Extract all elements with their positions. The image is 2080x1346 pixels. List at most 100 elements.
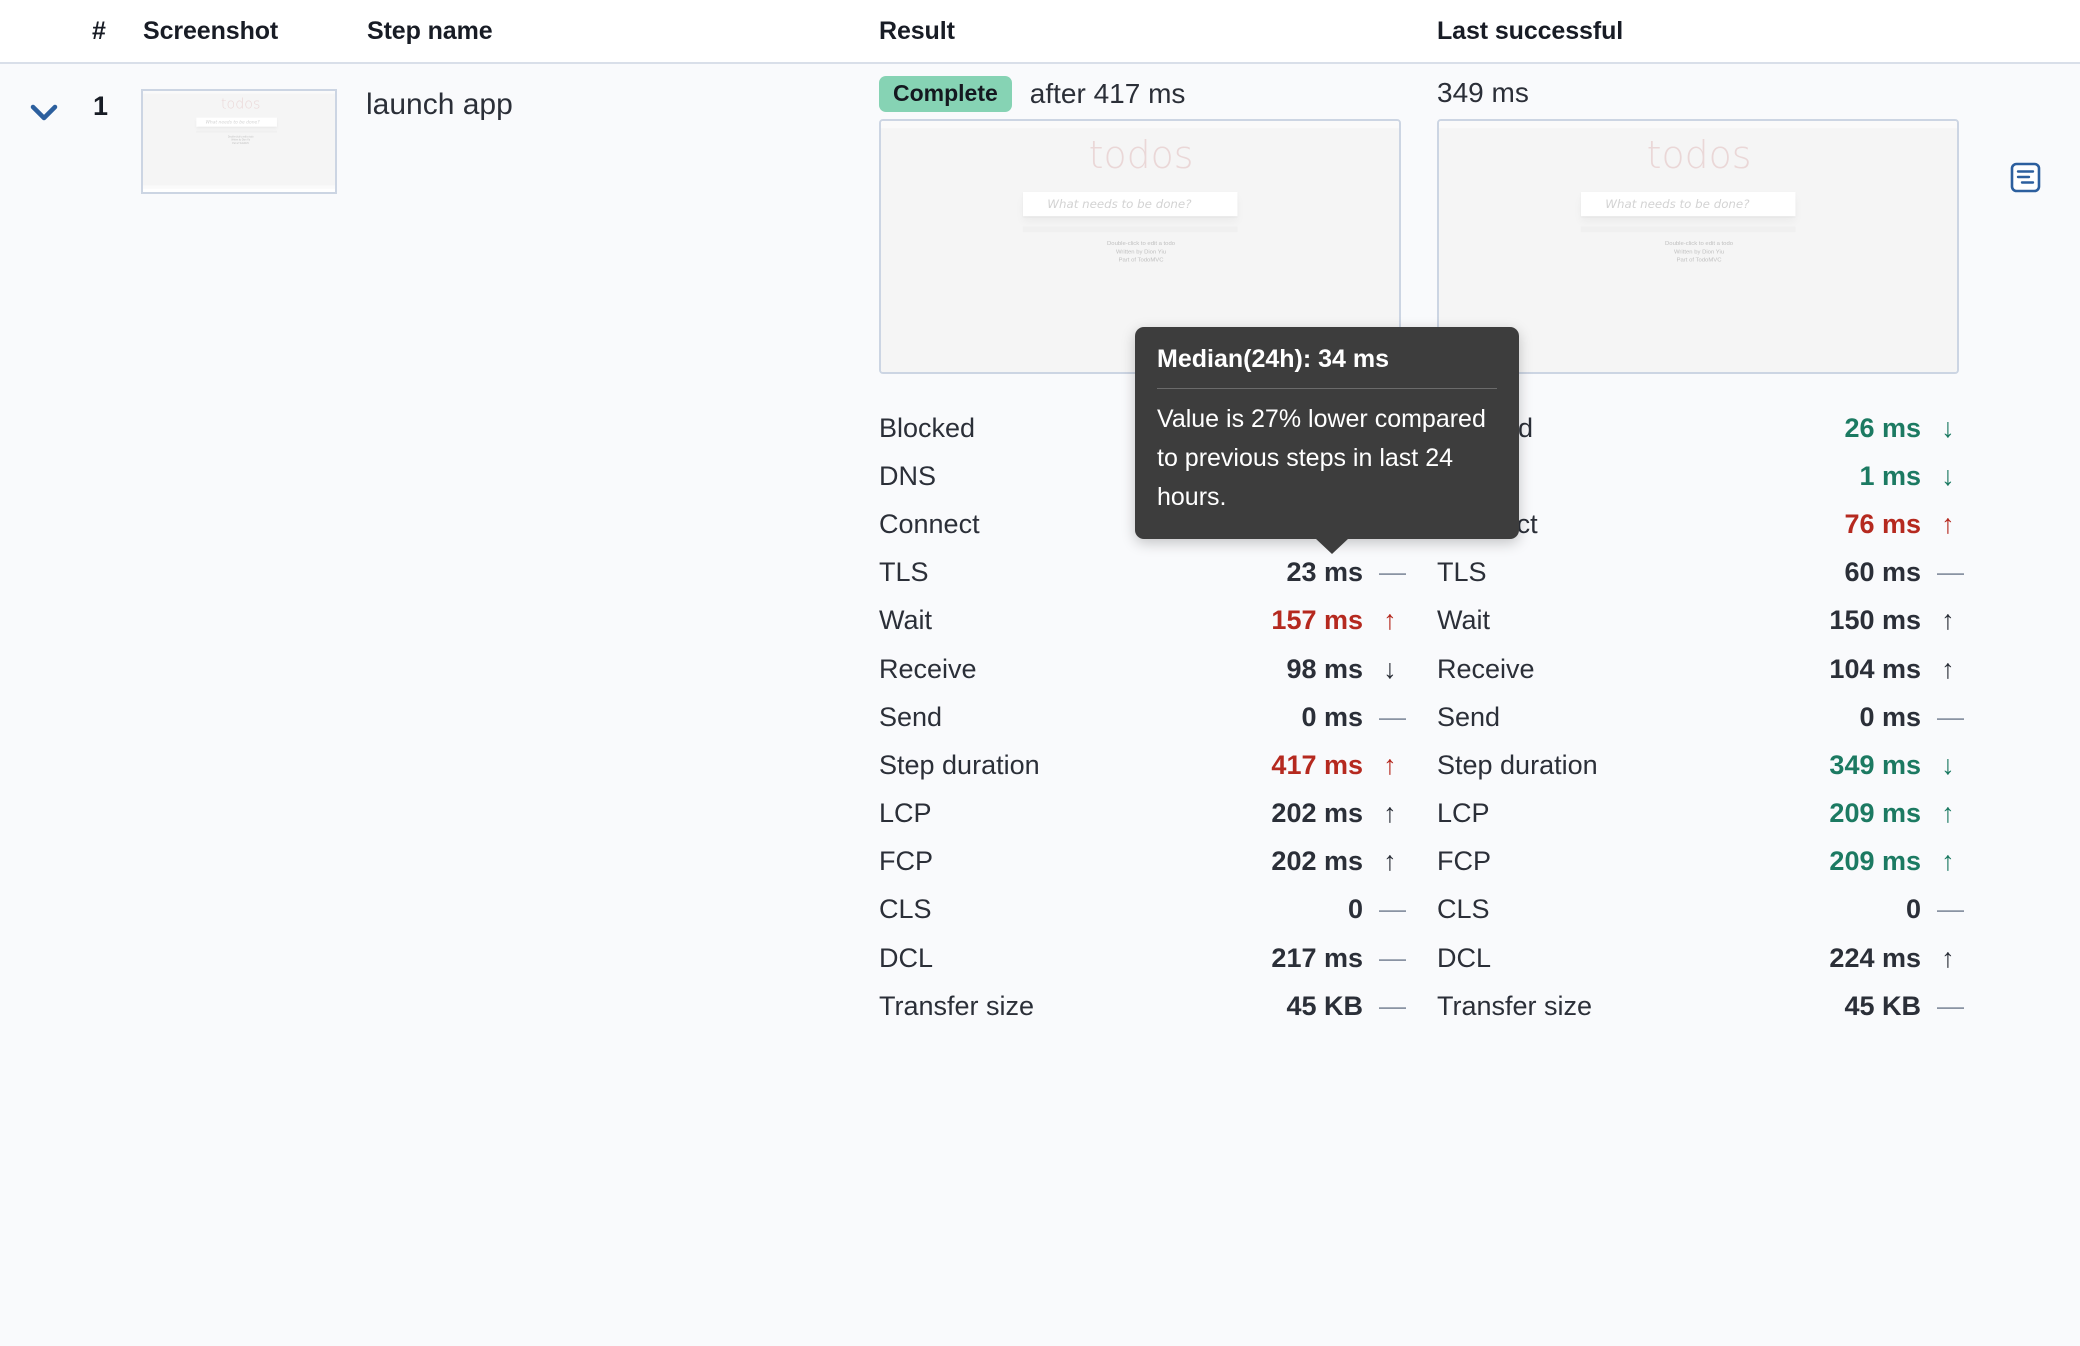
metric-row: Transfer size 45 KB — [879, 982, 1406, 1030]
metric-row: Receive 98 ms ↓ [879, 645, 1401, 693]
metric-value-group: 209 ms ↑ [1829, 798, 1959, 829]
trend-up-icon: ↑ [1383, 749, 1397, 780]
metric-value: 0 [1347, 894, 1363, 925]
step-log-icon[interactable] [2009, 161, 2042, 194]
metric-value: 202 ms [1271, 846, 1363, 877]
tooltip-title: Median(24h): 34 ms [1157, 345, 1497, 389]
metric-value-group: 1 ms ↓ [1859, 461, 1959, 492]
metric-value: 349 ms [1829, 749, 1921, 780]
metric-value: 1 ms [1859, 460, 1921, 491]
trend-up-icon: ↑ [1941, 653, 1955, 684]
metric-value-group: 224 ms ↑ [1829, 943, 1959, 974]
metric-value: 224 ms [1829, 942, 1921, 973]
metric-row: LCP 202 ms ↑ [879, 790, 1401, 838]
panel-todos-title: todos [1088, 132, 1194, 177]
trend-flat-icon: — [1379, 894, 1406, 925]
metric-label: LCP [879, 798, 932, 829]
metric-value-group: 26 ms ↓ [1844, 413, 1959, 444]
metric-label: Send [1437, 701, 1501, 732]
metric-value: 202 ms [1271, 798, 1363, 829]
column-header-step-name: Step name [367, 17, 493, 45]
last-successful-screenshot-panel[interactable]: todos What needs to be done? Double-clic… [1437, 119, 1959, 374]
metric-value: 26 ms [1844, 412, 1921, 443]
trend-flat-icon: — [1379, 990, 1406, 1021]
panel-todo-input: What needs to be done? [1022, 191, 1238, 217]
metric-value: 0 [1905, 894, 1921, 925]
panel-todo-placeholder: What needs to be done? [1605, 197, 1750, 212]
trend-up-icon: ↑ [1941, 798, 1955, 829]
step-name: launch app [366, 88, 513, 121]
metric-value-group: 202 ms ↑ [1271, 846, 1401, 877]
tooltip-arrow [1315, 538, 1349, 554]
trend-flat-icon: — [1937, 990, 1964, 1021]
panel-footer-line: Written by Dion Yiu [1673, 248, 1725, 255]
metric-row: CLS 0— [1437, 886, 1964, 934]
metric-row: LCP 209 ms ↑ [1437, 790, 1959, 838]
trend-up-icon: ↑ [1941, 605, 1955, 636]
metric-row: DCL 217 ms — [879, 934, 1406, 982]
trend-down-icon: ↓ [1941, 460, 1955, 491]
metric-value: 417 ms [1271, 749, 1363, 780]
last-successful-duration: 349 ms [1437, 77, 1529, 108]
metric-label: TLS [1437, 557, 1487, 588]
column-header-screenshot: Screenshot [143, 17, 279, 45]
panel-shade [1580, 226, 1796, 233]
metric-label: CLS [1437, 894, 1490, 925]
metric-value-group: 202 ms ↑ [1271, 798, 1401, 829]
metric-value: 76 ms [1844, 508, 1921, 539]
metric-value-group: 104 ms ↑ [1829, 654, 1959, 685]
panel-footer-line: Double-click to edit a todo [1107, 239, 1176, 247]
metric-value: 209 ms [1829, 846, 1921, 877]
metric-label: FCP [1437, 846, 1491, 877]
trend-down-icon: ↓ [1941, 749, 1955, 780]
metric-label: CLS [879, 894, 932, 925]
trend-up-icon: ↑ [1383, 846, 1397, 877]
metric-label: DCL [1437, 942, 1492, 973]
metric-value-group: 45 KB — [1844, 990, 1964, 1022]
panel-todo-placeholder: What needs to be done? [1047, 197, 1192, 212]
thumb-footer-line: Double-click to edit a todo [227, 135, 254, 139]
metric-value-group: 349 ms ↓ [1829, 750, 1959, 781]
metric-value: 0 ms [1301, 701, 1363, 732]
metric-value-group: 0 ms — [1301, 701, 1406, 733]
metric-value-group: 23 ms — [1286, 557, 1406, 588]
metric-value-group: 60 ms — [1844, 557, 1964, 588]
panel-footer-line: Part of TodoMVC [1118, 256, 1164, 264]
metric-value-group: 98 ms ↓ [1286, 654, 1401, 685]
trend-down-icon: ↓ [1941, 412, 1955, 443]
trend-up-icon: ↑ [1941, 508, 1955, 539]
median-tooltip: Median(24h): 34 ms Value is 27% lower co… [1135, 327, 1519, 554]
metric-label: Step duration [879, 749, 1040, 780]
metric-value-group: 209 ms ↑ [1829, 846, 1959, 877]
metric-label: Wait [1437, 605, 1490, 636]
table-header-row: # Screenshot Step name Result Last succe… [0, 0, 2080, 64]
metric-value-group: 217 ms — [1271, 943, 1406, 974]
metric-value: 209 ms [1829, 798, 1921, 829]
trend-flat-icon: — [1937, 557, 1964, 588]
trend-flat-icon: — [1937, 894, 1964, 925]
thumb-shade [196, 130, 277, 133]
metric-label: Receive [1437, 653, 1535, 684]
trend-up-icon: ↑ [1941, 846, 1955, 877]
thumb-todos-title: todos [220, 95, 261, 113]
metric-row: Transfer size 45 KB — [1437, 982, 1964, 1030]
chevron-down-icon[interactable] [20, 88, 68, 136]
panel-todo-input: What needs to be done? [1580, 191, 1796, 217]
screenshot-thumbnail[interactable]: todos What needs to be done? Double-clic… [141, 89, 337, 194]
panel-todos-title: todos [1646, 132, 1752, 177]
column-header-result: Result [879, 17, 955, 45]
column-header-last-successful: Last successful [1437, 17, 1624, 45]
metric-label: LCP [1437, 798, 1490, 829]
metric-value-group: 0— [1905, 894, 1964, 925]
metric-label: DCL [879, 942, 934, 973]
metric-value: 0 ms [1859, 701, 1921, 732]
status-badge: Complete [879, 76, 1012, 112]
metric-row: Wait 150 ms ↑ [1437, 597, 1959, 645]
metric-value-group: 0 ms — [1859, 701, 1964, 733]
metric-row: Step duration 349 ms ↓ [1437, 741, 1959, 789]
metric-value: 157 ms [1271, 605, 1363, 636]
metric-row: Receive 104 ms ↑ [1437, 645, 1959, 693]
panel-shade [1022, 226, 1238, 233]
last-successful-metric-list: Blocked26 ms↓DNS1 ms↓Connect76 ms↑TLS60 … [1437, 404, 1964, 1030]
metric-label: TLS [879, 557, 929, 588]
